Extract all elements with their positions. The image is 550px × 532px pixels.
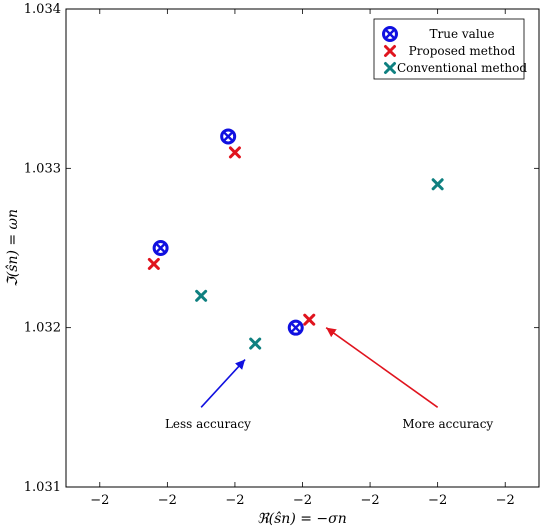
legend-entry-label: Conventional method bbox=[397, 61, 527, 75]
legend-marker bbox=[384, 62, 396, 74]
x-axis-label: ℜ(ŝn) = −σn bbox=[257, 511, 346, 527]
data-point-series-1 bbox=[303, 313, 316, 326]
data-point-series-2 bbox=[195, 289, 208, 302]
annotation-label: Less accuracy bbox=[165, 417, 251, 431]
annotation-arrow bbox=[325, 327, 439, 408]
x-tick-label: −2 bbox=[225, 493, 244, 508]
plot-frame bbox=[65, 8, 540, 488]
annotation-arrow bbox=[200, 358, 246, 408]
y-tick-label: 1.031 bbox=[24, 480, 61, 495]
legend-box bbox=[373, 18, 525, 80]
legend: True value Proposed method Conventional me… bbox=[373, 18, 527, 80]
data-point-series-1 bbox=[228, 146, 241, 159]
data-point-series-0 bbox=[152, 240, 169, 256]
x-tick-label: −2 bbox=[90, 493, 109, 508]
y-axis-label: ℑ(ŝn) = ωn bbox=[5, 209, 21, 287]
x-tick-label: −2 bbox=[428, 493, 447, 508]
x-tick-label: −2 bbox=[496, 493, 515, 508]
y-tick-label: 1.034 bbox=[24, 2, 61, 17]
x-tick-label: −2 bbox=[293, 493, 312, 508]
data-point-series-2 bbox=[249, 337, 262, 350]
legend-marker bbox=[384, 45, 396, 57]
legend-entry-label: Proposed method bbox=[409, 44, 516, 58]
data-points bbox=[147, 128, 444, 350]
annotations: Less accuracy More accuracy bbox=[165, 327, 493, 431]
y-axis-ticks: 1.031 1.032 1.033 1.034 bbox=[24, 2, 539, 495]
x-tick-label: −2 bbox=[360, 493, 379, 508]
data-point-series-0 bbox=[287, 319, 304, 336]
x-axis-ticks: −2 −2 −2 −2 −2 −2 −2 bbox=[90, 9, 515, 508]
y-tick-label: 1.032 bbox=[24, 321, 61, 336]
data-point-series-2 bbox=[431, 178, 444, 191]
data-point-series-1 bbox=[147, 257, 160, 270]
data-point-series-0 bbox=[220, 128, 237, 145]
x-tick-label: −2 bbox=[158, 493, 177, 508]
legend-entry-label: True value bbox=[430, 27, 495, 41]
annotation-label: More accuracy bbox=[402, 417, 493, 431]
legend-marker bbox=[382, 26, 398, 42]
y-tick-label: 1.033 bbox=[24, 161, 61, 176]
